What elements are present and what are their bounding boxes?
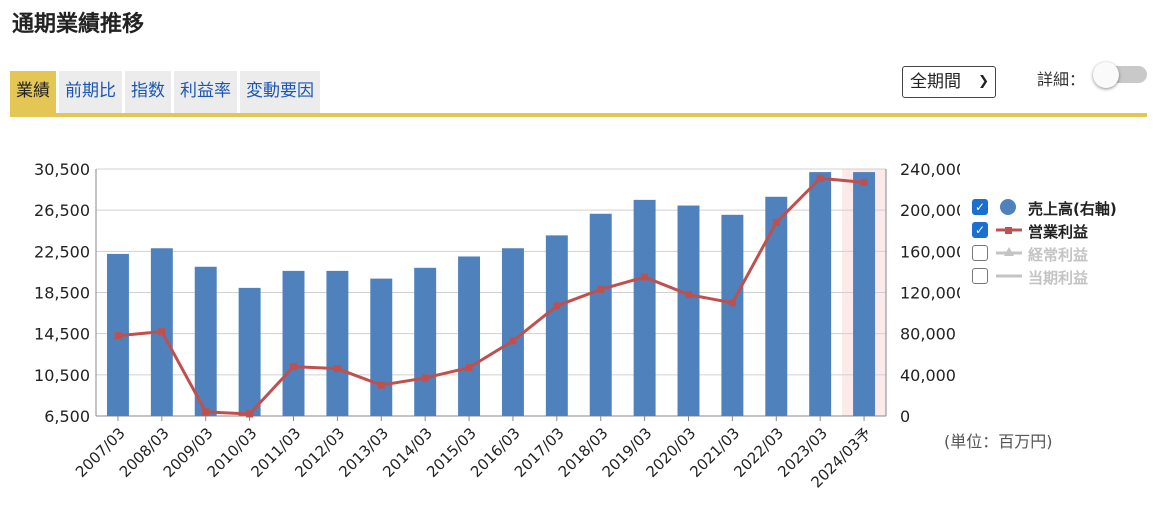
bar	[458, 256, 481, 416]
page-title: 通期業績推移	[12, 12, 145, 37]
legend-label-operating-profit: 営業利益	[1028, 223, 1089, 241]
series-line-operating-profit	[117, 176, 865, 416]
bar	[721, 214, 744, 416]
line-point	[333, 365, 341, 373]
line-point	[772, 219, 780, 227]
left-tick-label: 26,500	[34, 201, 90, 220]
bar	[414, 267, 437, 416]
period-select-value: 全期間	[910, 72, 961, 92]
circle-icon	[996, 197, 1024, 217]
right-tick-label: 200,000	[900, 201, 960, 220]
unit-label: (単位：百万円)	[944, 432, 1053, 451]
bar	[545, 235, 568, 416]
line-point	[728, 299, 736, 307]
line-point	[202, 408, 210, 416]
line-point	[553, 302, 561, 310]
right-tick-label: 40,000	[900, 366, 956, 385]
bar	[677, 205, 700, 416]
line-point	[158, 328, 166, 336]
line-icon	[996, 266, 1024, 286]
tab-performance[interactable]: 業績	[10, 71, 56, 113]
line-point	[246, 410, 254, 418]
chevron-down-icon: ❯	[978, 74, 989, 89]
right-tick-label: 240,000	[900, 160, 960, 179]
bar	[765, 196, 788, 416]
bar	[282, 270, 305, 416]
right-tick-label: 160,000	[900, 242, 960, 261]
bar	[589, 213, 612, 416]
left-tick-label: 18,500	[34, 284, 90, 303]
legend-label-sales: 売上高(右軸)	[1028, 200, 1117, 218]
line-triangle-marker-icon	[996, 243, 1024, 263]
bar	[809, 172, 832, 416]
line-point	[816, 174, 824, 182]
detail-toggle[interactable]	[1093, 62, 1147, 88]
tab-yoy[interactable]: 前期比	[59, 71, 122, 113]
left-tick-label: 14,500	[34, 325, 90, 344]
bar	[238, 287, 261, 416]
line-point	[290, 363, 297, 371]
line-point	[685, 291, 692, 299]
checkbox-checked-icon[interactable]: ✓	[972, 222, 988, 238]
checkbox-checked-icon[interactable]: ✓	[972, 199, 988, 215]
line-point	[114, 332, 122, 340]
legend-label-net-profit: 当期利益	[1028, 269, 1089, 287]
bar	[326, 270, 349, 416]
legend-label-ordinary-profit: 経常利益	[1028, 246, 1089, 264]
line-point	[597, 285, 605, 293]
left-tick-label: 30,500	[34, 160, 90, 179]
line-point	[860, 178, 868, 186]
checkbox-unchecked-icon[interactable]	[972, 245, 988, 261]
tab-index[interactable]: 指数	[125, 71, 171, 113]
tab-profit-margin[interactable]: 利益率	[174, 71, 237, 113]
bar	[194, 266, 217, 416]
right-tick-label: 0	[900, 407, 910, 426]
line-point	[465, 364, 473, 372]
checkbox-unchecked-icon[interactable]	[972, 268, 988, 284]
bar	[370, 278, 393, 416]
tab-change-factors[interactable]: 変動要因	[240, 71, 320, 113]
performance-chart: 6,500 10,500 14,500 18,500 22,500 26,500 30,50…	[34, 160, 960, 492]
period-select[interactable]: 全期間 ❯	[902, 66, 996, 98]
line-square-marker-icon	[996, 220, 1024, 240]
line-point	[377, 381, 385, 389]
bar	[633, 199, 656, 416]
left-tick-label: 6,500	[44, 407, 90, 426]
bar	[501, 248, 524, 416]
tab-bar: 業績 前期比 指数 利益率 変動要因	[10, 71, 320, 113]
right-tick-label: 80,000	[900, 325, 956, 344]
line-point	[509, 337, 517, 345]
tab-underline	[10, 113, 1147, 117]
right-tick-label: 120,000	[900, 284, 960, 303]
bar	[853, 172, 876, 416]
left-tick-label: 22,500	[34, 242, 90, 261]
left-tick-label: 10,500	[34, 366, 90, 385]
line-point	[421, 374, 429, 382]
toggle-knob	[1093, 62, 1119, 88]
line-point	[641, 273, 649, 281]
detail-label: 詳細：	[1037, 70, 1086, 89]
